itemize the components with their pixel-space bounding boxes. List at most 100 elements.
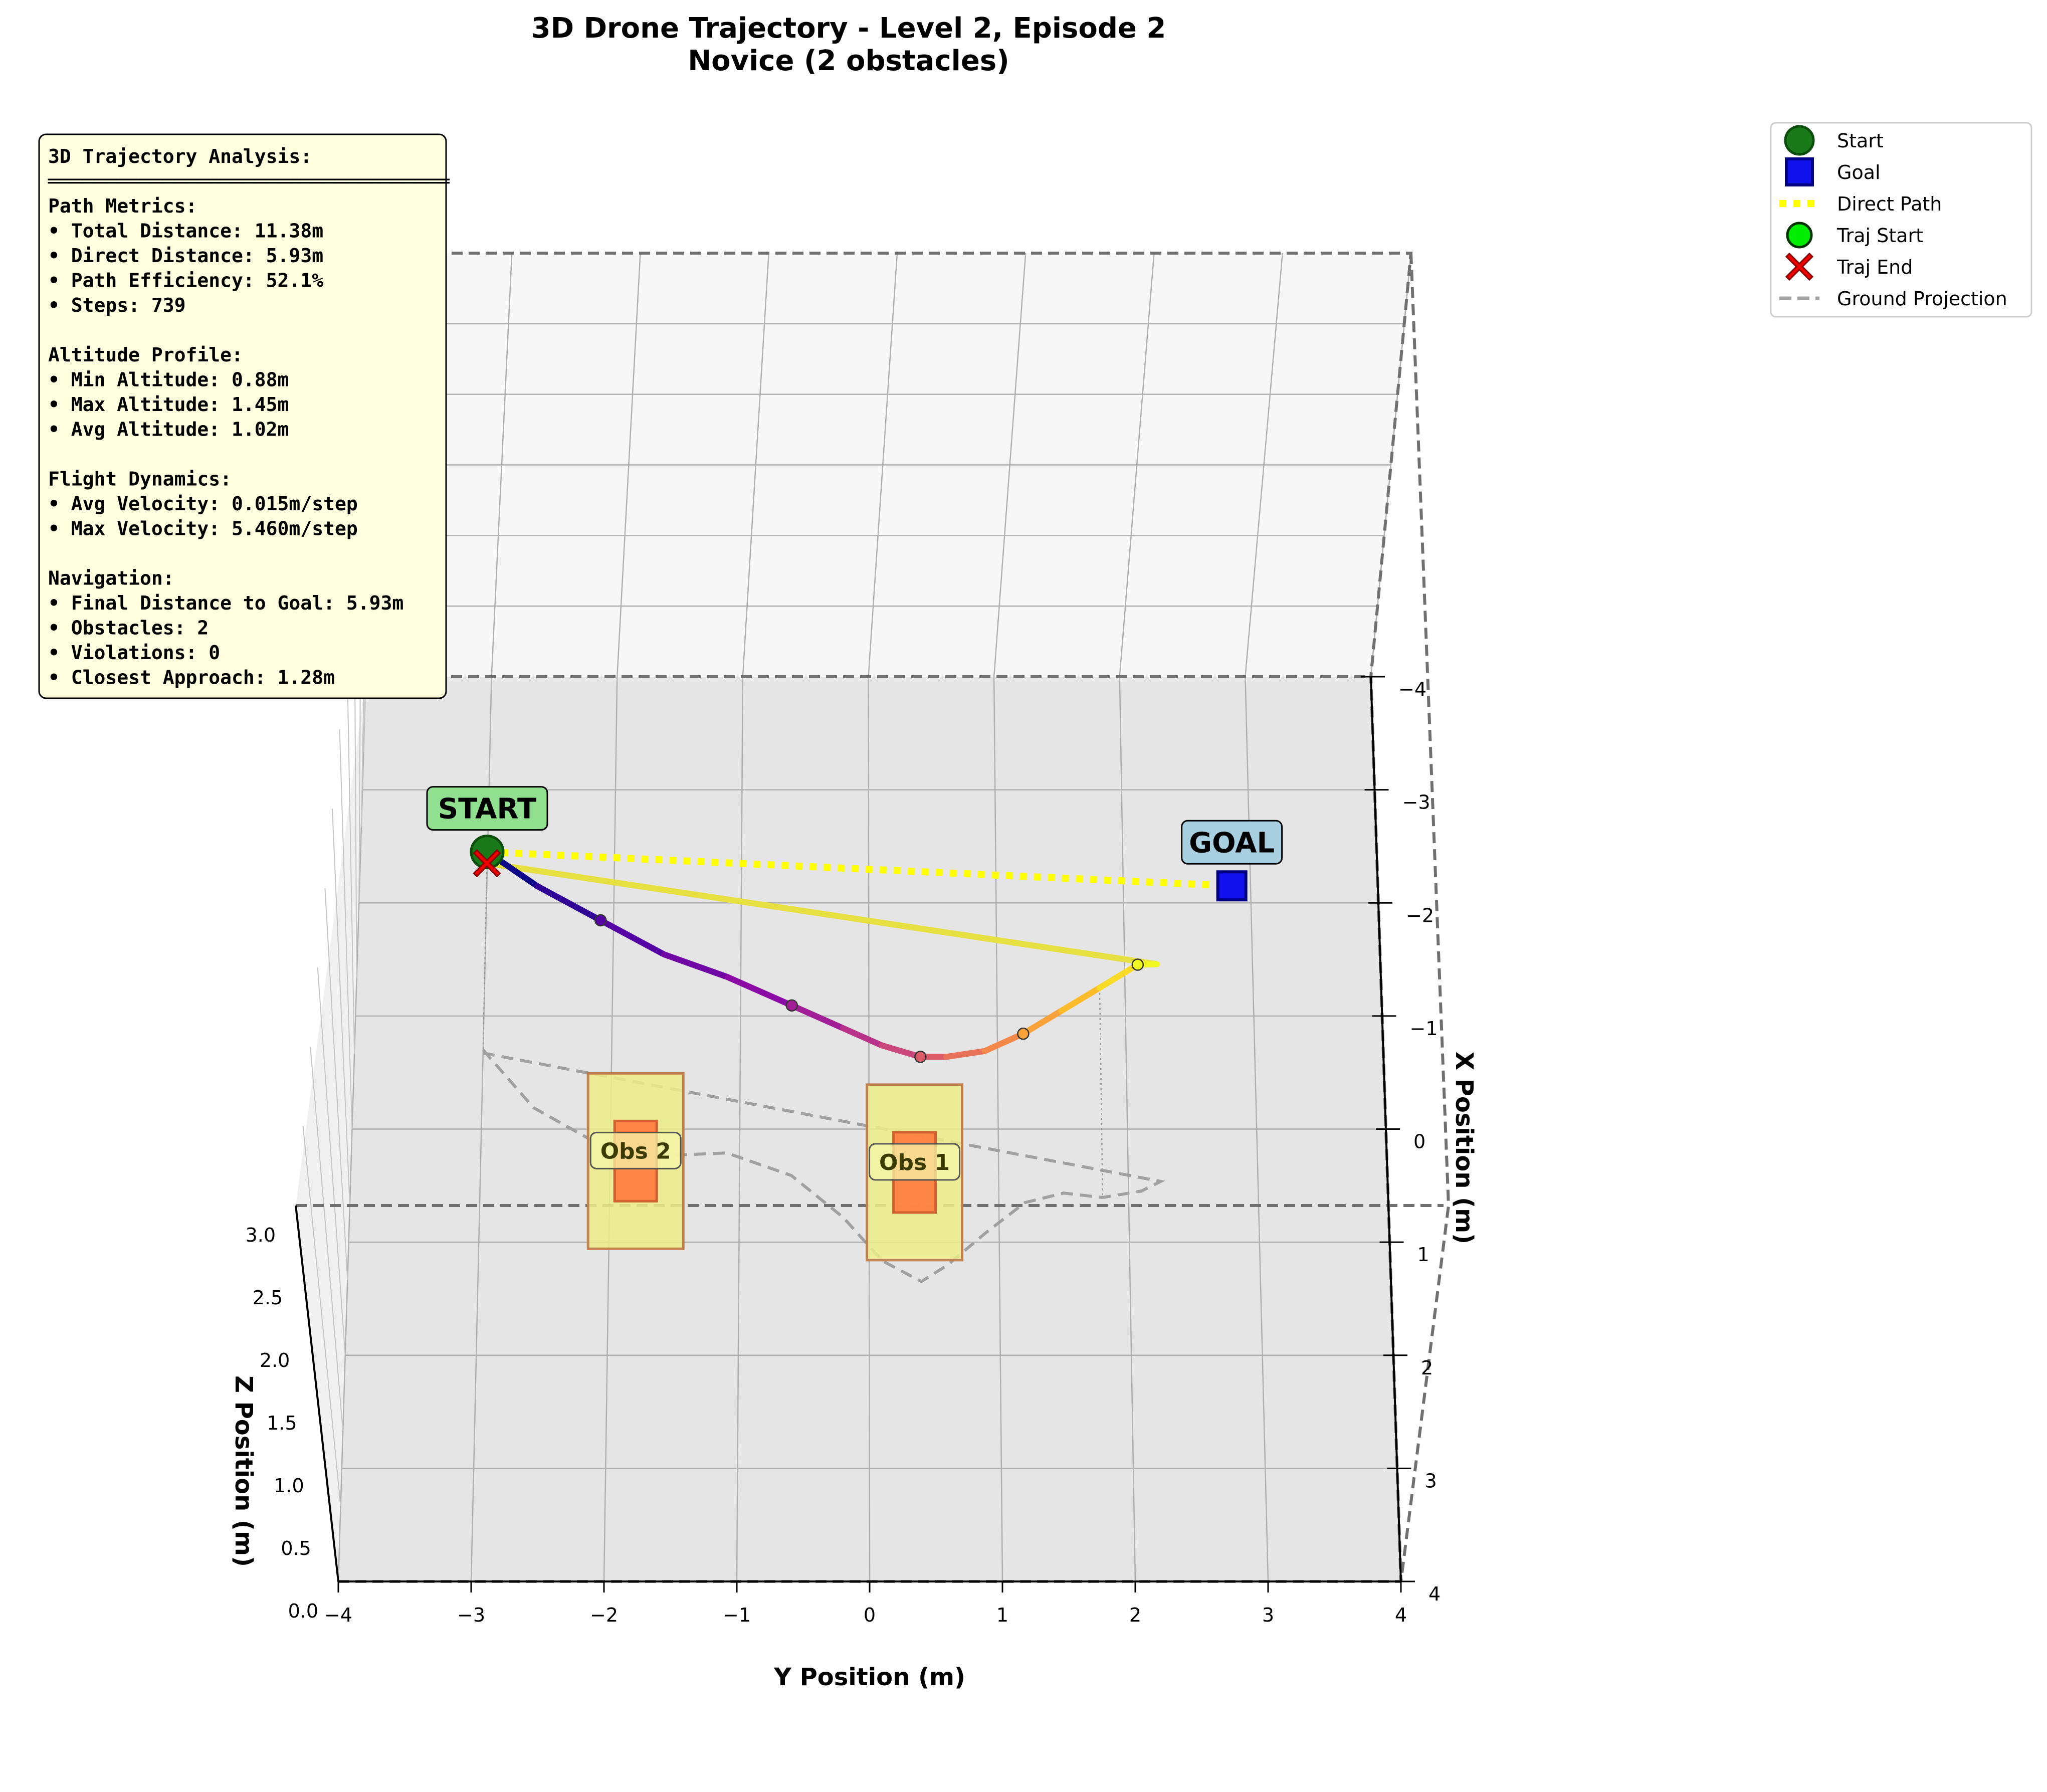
x-tick-label: −1 <box>1410 1018 1438 1040</box>
y-tick-label: 0 <box>864 1604 876 1626</box>
obstacle-label: Obs 1 <box>879 1150 950 1175</box>
frame-outer-edge <box>1399 253 1451 1582</box>
legend-label: Start <box>1837 130 1884 152</box>
legend-item: Ground Projection <box>1779 288 2007 310</box>
stats-lines: 3D Trajectory Analysis: ═════════════════… <box>48 145 450 689</box>
trajectory-marker <box>914 1051 927 1063</box>
y-tick-label: −1 <box>723 1604 751 1626</box>
frame-right-edge <box>383 252 1413 1582</box>
stats-line: • Final Distance to Goal: 5.93m <box>48 592 403 614</box>
trajectory-segment <box>725 974 795 1009</box>
legend-traj-end-icon <box>1785 252 1814 281</box>
trajectory-return-segment <box>486 860 1158 967</box>
stats-line: Path Metrics: <box>48 195 197 217</box>
grid-line-side <box>302 1126 341 1506</box>
legend-label: Traj End <box>1836 256 1913 278</box>
y-tick-label: −2 <box>590 1604 618 1626</box>
x-tick-label: −2 <box>1406 904 1434 926</box>
stats-line: • Steps: 739 <box>48 294 186 316</box>
y-tick-label: 4 <box>1395 1604 1407 1626</box>
obstacle: Obs 1 <box>866 1083 964 1262</box>
z-tick-label: 0.5 <box>281 1537 311 1559</box>
traj-end-marker <box>473 849 501 878</box>
start-label: START <box>438 793 536 826</box>
trajectory-segment <box>840 1025 885 1049</box>
goal-label: GOAL <box>1189 827 1275 859</box>
stats-box: 3D Trajectory Analysis: ═════════════════… <box>38 133 450 699</box>
legend-item: Traj Start <box>1786 222 1923 249</box>
legend-item: Start <box>1784 125 1884 156</box>
grid-line-side <box>339 729 353 1129</box>
legend-label: Traj Start <box>1836 225 1923 247</box>
z-tick-label: 2.5 <box>253 1287 283 1309</box>
stats-line: • Avg Altitude: 1.02m <box>48 419 289 441</box>
stats-line: Flight Dynamics: <box>48 468 232 490</box>
z-axis-line <box>295 1205 339 1582</box>
chart-subtitle: Novice (2 obstacles) <box>688 45 1009 77</box>
obstacle-label: Obs 2 <box>600 1138 671 1164</box>
legend-frame <box>1770 122 2032 318</box>
stats-line: Navigation: <box>48 567 174 589</box>
stats-line: 3D Trajectory Analysis: <box>48 145 312 167</box>
trajectory-marker <box>1131 958 1144 971</box>
z-tick-label: 0.0 <box>288 1600 318 1622</box>
goal-label-box <box>1181 820 1283 865</box>
legend-item: Direct Path <box>1779 193 1942 215</box>
x-axis-label: X Position (m) <box>1450 1052 1478 1244</box>
obstacle: Obs 2 <box>586 1072 685 1250</box>
stats-line: ═══════════════════════════════════ <box>48 170 450 192</box>
trajectory-segment <box>1020 1008 1065 1037</box>
legend-items: Start Goal Direct Path Traj Start Traj End Gr… <box>1779 125 2007 310</box>
y-tick-label: −3 <box>457 1604 485 1626</box>
stats-line: • Closest Approach: 1.28m <box>48 667 335 689</box>
x-tick-label: −3 <box>1402 791 1430 814</box>
direct-path-line <box>487 848 1232 890</box>
trajectory-segment <box>597 917 667 957</box>
legend-traj-start-icon <box>1786 222 1813 249</box>
plot-layer: Obs 1 Obs 2 START GOAL <box>426 786 1283 1283</box>
stats-line: • Avg Velocity: 0.015m/step <box>48 493 358 515</box>
chart-title: 3D Drone Trajectory - Level 2, Episode 2 <box>531 12 1166 45</box>
z-tick-label: 1.0 <box>274 1475 304 1497</box>
legend: Start Goal Direct Path Traj Start Traj End Gr… <box>1770 122 2032 318</box>
legend-item: Traj End <box>1785 252 1913 281</box>
legend-item: Goal <box>1785 157 1881 186</box>
trajectory-segment <box>661 951 731 980</box>
y-tick-label: 3 <box>1262 1604 1274 1626</box>
grid-line-side <box>324 888 348 1280</box>
trajectory-segment <box>534 883 604 923</box>
legend-label: Ground Projection <box>1837 288 2007 310</box>
legend-label: Direct Path <box>1837 193 1942 215</box>
trajectory-segment <box>981 1031 1027 1054</box>
obstacle-label-box <box>869 1143 961 1181</box>
y-tick-label: 1 <box>996 1604 1008 1626</box>
trajectory-segment <box>879 1042 924 1060</box>
x-tick-label: 2 <box>1421 1357 1433 1379</box>
stats-line: • Direct Distance: 5.93m <box>48 245 323 267</box>
trajectory-segment <box>1096 961 1141 991</box>
stats-line: • Total Distance: 11.38m <box>48 220 323 242</box>
z-tick-label: 2.0 <box>260 1349 290 1371</box>
z-tick-label: 3.0 <box>246 1224 276 1246</box>
x-tick-label: −4 <box>1398 678 1426 700</box>
x-tick-label: 1 <box>1417 1244 1429 1266</box>
z-axis-label: Z Position (m) <box>230 1375 258 1567</box>
stats-line: • Max Altitude: 1.45m <box>48 393 289 416</box>
stats-line: • Path Efficiency: 52.1% <box>48 270 323 292</box>
trajectory-segment <box>1058 984 1103 1014</box>
legend-start-icon <box>1784 125 1815 156</box>
legend-goal-icon <box>1785 157 1814 186</box>
z-tick-label: 1.5 <box>267 1412 297 1434</box>
x-tick-label: 0 <box>1413 1131 1425 1153</box>
y-tick-label: −4 <box>324 1604 352 1626</box>
trajectory-marker <box>785 999 798 1012</box>
axis-ticks: −4 −3 −2 −1 0 1 2 3 4 −4 −3 −2 −1 0 1 2 3 4 0.0 0.5 1.0 1.5 2.… <box>246 676 1441 1626</box>
trajectory-segment <box>943 1048 988 1060</box>
legend-label: Goal <box>1837 161 1881 183</box>
grid-line-side <box>310 1047 344 1431</box>
stats-line: • Max Velocity: 5.460m/step <box>48 518 358 540</box>
stats-line: • Obstacles: 2 <box>48 617 209 639</box>
grid-line-side <box>317 967 346 1355</box>
